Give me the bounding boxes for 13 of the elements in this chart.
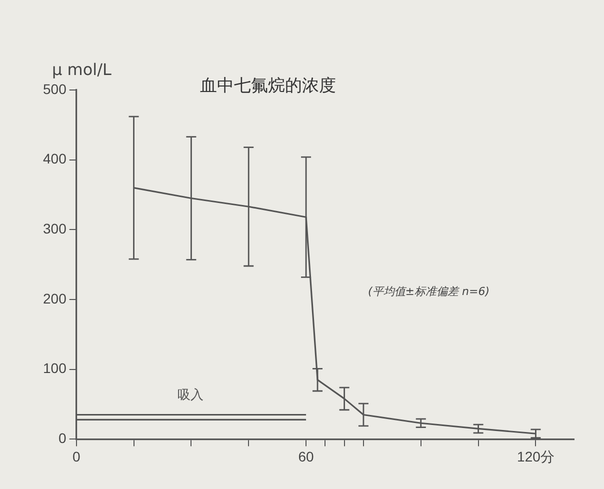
y-axis-title: μ mol/L [52, 60, 112, 79]
y-tick-label: 0 [58, 430, 67, 446]
y-tick-label: 300 [43, 220, 67, 237]
chart-title: 血中七氟烷的浓度 [200, 75, 336, 97]
y-tick-label: 400 [43, 150, 67, 167]
x-tick-label: 120分 [517, 448, 554, 464]
annotation: (平均值±标准偏差 n=6) [368, 284, 490, 299]
y-tick-label: 100 [43, 360, 67, 376]
series-label: 吸入 [177, 388, 204, 403]
y-tick-label: 200 [43, 290, 67, 306]
y-tick-label: 500 [43, 80, 67, 97]
x-tick-label: 60 [298, 448, 314, 464]
x-tick-label: 0 [72, 448, 80, 464]
